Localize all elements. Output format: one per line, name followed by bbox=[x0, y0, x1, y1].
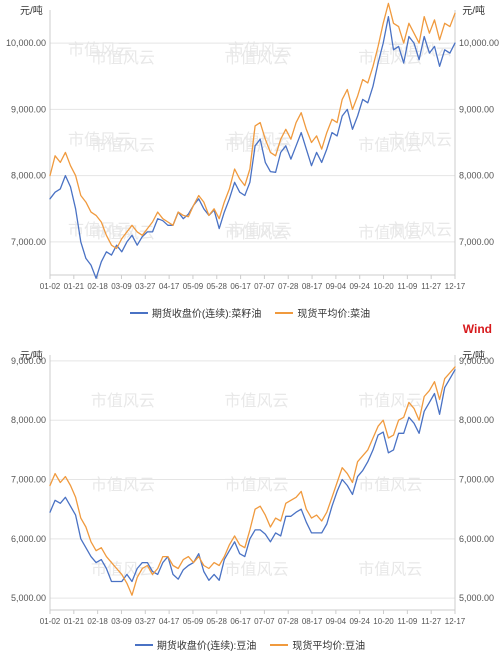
legend-item: 期货收盘价(连续):豆油 bbox=[135, 637, 256, 652]
x-tick-label: 05-09 bbox=[183, 282, 204, 291]
x-tick-label: 08-17 bbox=[302, 617, 323, 626]
legend-label: 期货收盘价(连续):菜籽油 bbox=[152, 305, 261, 320]
x-tick-label: 05-28 bbox=[207, 282, 228, 291]
x-tick-label: 08-17 bbox=[302, 282, 323, 291]
x-tick-label: 10-20 bbox=[373, 282, 394, 291]
x-tick-label: 05-09 bbox=[183, 617, 204, 626]
rapeseed-legend: 期货收盘价(连续):菜籽油 现货平均价:菜油 bbox=[0, 305, 500, 320]
chart-panel-soybean: 市值风云市值风云市值风云市值风云市值风云市值风云市值风云市值风云市值风云元/吨元… bbox=[0, 345, 500, 635]
y-left-tick-label: 7,000.00 bbox=[11, 237, 46, 247]
y-right-tick-label: 9,000.00 bbox=[459, 104, 494, 114]
x-tick-label: 01-02 bbox=[40, 617, 61, 626]
rapeseed-chart-svg: 市值风云市值风云市值风云市值风云市值风云市值风云市值风云市值风云市值风云市值风云… bbox=[0, 0, 500, 300]
y-left-tick-label: 10,000.00 bbox=[6, 38, 46, 48]
x-tick-label: 11-27 bbox=[421, 282, 441, 291]
soybean-legend: 期货收盘价(连续):豆油 现货平均价:豆油 bbox=[0, 637, 500, 652]
x-tick-label: 07-28 bbox=[278, 617, 299, 626]
x-tick-label: 09-24 bbox=[349, 617, 370, 626]
legend-label: 现货平均价:豆油 bbox=[292, 637, 365, 652]
x-tick-label: 03-27 bbox=[135, 617, 156, 626]
x-tick-label: 02-18 bbox=[87, 617, 108, 626]
chart-panel-rapeseed: 市值风云市值风云市值风云市值风云市值风云市值风云市值风云市值风云市值风云市值风云… bbox=[0, 0, 500, 300]
x-tick-label: 12-17 bbox=[445, 282, 466, 291]
y-right-label: 元/吨 bbox=[462, 4, 485, 17]
x-tick-label: 09-04 bbox=[326, 617, 347, 626]
y-right-tick-label: 8,000.00 bbox=[459, 171, 494, 181]
watermark-text: 市值风云 bbox=[358, 476, 422, 494]
x-tick-label: 09-24 bbox=[349, 282, 370, 291]
x-tick-label: 07-07 bbox=[254, 617, 275, 626]
legend-item: 现货平均价:豆油 bbox=[270, 637, 365, 652]
legend-item: 期货收盘价(连续):菜籽油 bbox=[130, 305, 261, 320]
y-right-tick-label: 7,000.00 bbox=[459, 475, 494, 485]
watermark-text: 市值风云 bbox=[91, 476, 155, 494]
y-left-tick-label: 6,000.00 bbox=[11, 534, 46, 544]
y-right-tick-label: 7,000.00 bbox=[459, 237, 494, 247]
rapeseed-series-1 bbox=[50, 3, 455, 248]
legend-item: 现货平均价:菜油 bbox=[275, 305, 370, 320]
watermark-text: 市值风云 bbox=[225, 49, 289, 67]
x-tick-label: 03-27 bbox=[135, 282, 156, 291]
legend-label: 现货平均价:菜油 bbox=[297, 305, 370, 320]
watermark-text: 市值风云 bbox=[358, 49, 422, 67]
watermark-text: 市值风云 bbox=[91, 136, 155, 154]
x-tick-label: 01-21 bbox=[64, 282, 85, 291]
x-tick-label: 11-27 bbox=[421, 617, 441, 626]
y-left-tick-label: 8,000.00 bbox=[11, 415, 46, 425]
y-left-tick-label: 5,000.00 bbox=[11, 593, 46, 603]
watermark-text: 市值风云 bbox=[225, 392, 289, 410]
x-tick-label: 01-02 bbox=[40, 282, 61, 291]
x-tick-label: 11-09 bbox=[397, 617, 417, 626]
x-tick-label: 11-09 bbox=[397, 282, 417, 291]
x-tick-label: 09-04 bbox=[326, 282, 347, 291]
watermark-text: 市值风云 bbox=[358, 560, 422, 578]
y-right-tick-label: 9,000.00 bbox=[459, 356, 494, 366]
watermark-text: 市值风云 bbox=[91, 392, 155, 410]
x-tick-label: 07-07 bbox=[254, 282, 275, 291]
x-tick-label: 06-17 bbox=[230, 282, 251, 291]
y-left-tick-label: 9,000.00 bbox=[11, 104, 46, 114]
legend-swatch bbox=[130, 312, 148, 314]
watermark-text: 市值风云 bbox=[358, 136, 422, 154]
y-left-tick-label: 7,000.00 bbox=[11, 475, 46, 485]
x-tick-label: 05-28 bbox=[207, 617, 228, 626]
source-label: Wind bbox=[463, 322, 492, 336]
watermark-text: 市值风云 bbox=[225, 476, 289, 494]
watermark-text: 市值风云 bbox=[91, 49, 155, 67]
legend-swatch bbox=[270, 644, 288, 646]
x-tick-label: 03-09 bbox=[111, 617, 132, 626]
legend-swatch bbox=[275, 312, 293, 314]
soybean-chart-svg: 市值风云市值风云市值风云市值风云市值风云市值风云市值风云市值风云市值风云元/吨元… bbox=[0, 345, 500, 635]
y-right-tick-label: 8,000.00 bbox=[459, 415, 494, 425]
x-tick-label: 07-28 bbox=[278, 282, 299, 291]
x-tick-label: 04-17 bbox=[159, 617, 180, 626]
watermark-text: 市值风云 bbox=[358, 224, 422, 242]
legend-swatch bbox=[135, 644, 153, 646]
watermark-layer: 市值风云市值风云市值风云市值风云市值风云市值风云市值风云市值风云市值风云市值风云… bbox=[68, 41, 452, 242]
y-right-tick-label: 6,000.00 bbox=[459, 534, 494, 544]
x-tick-label: 10-20 bbox=[373, 617, 394, 626]
watermark-text: 市值风云 bbox=[225, 560, 289, 578]
watermark-text: 市值风云 bbox=[225, 224, 289, 242]
x-tick-label: 01-21 bbox=[64, 617, 85, 626]
x-tick-label: 12-17 bbox=[445, 617, 466, 626]
x-tick-label: 06-17 bbox=[230, 617, 251, 626]
y-right-tick-label: 5,000.00 bbox=[459, 593, 494, 603]
y-right-tick-label: 10,000.00 bbox=[459, 38, 499, 48]
x-tick-label: 03-09 bbox=[111, 282, 132, 291]
y-left-tick-label: 8,000.00 bbox=[11, 171, 46, 181]
y-left-label: 元/吨 bbox=[20, 4, 43, 17]
x-tick-label: 04-17 bbox=[159, 282, 180, 291]
x-tick-label: 02-18 bbox=[87, 282, 108, 291]
watermark-text: 市值风云 bbox=[91, 224, 155, 242]
legend-label: 期货收盘价(连续):豆油 bbox=[157, 637, 256, 652]
y-left-tick-label: 9,000.00 bbox=[11, 356, 46, 366]
